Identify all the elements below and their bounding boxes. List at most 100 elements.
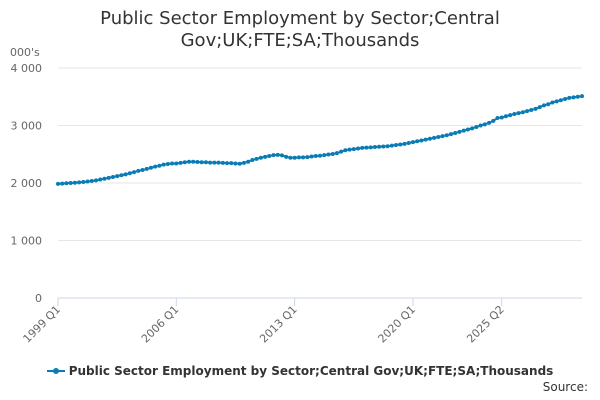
data-point[interactable] [558,98,563,103]
data-point[interactable] [279,153,284,158]
data-point[interactable] [343,148,348,153]
data-point[interactable] [478,123,483,128]
data-point[interactable] [110,174,115,179]
data-point[interactable] [546,102,551,107]
data-point[interactable] [106,175,111,180]
data-point[interactable] [94,178,99,183]
data-point[interactable] [292,155,297,160]
data-point[interactable] [174,161,179,166]
data-point[interactable] [525,109,530,114]
data-point[interactable] [85,179,90,184]
data-point[interactable] [427,136,432,141]
data-point[interactable] [271,153,276,158]
data-point[interactable] [432,135,437,140]
data-point[interactable] [102,176,107,181]
data-point[interactable] [419,138,424,143]
data-point[interactable] [182,160,187,165]
data-point[interactable] [440,134,445,139]
data-point[interactable] [216,160,221,165]
data-point[interactable] [516,111,521,116]
data-point[interactable] [533,106,538,111]
data-point[interactable] [567,95,572,100]
data-point[interactable] [402,141,407,146]
data-point[interactable] [191,159,196,164]
data-point[interactable] [461,128,466,133]
data-point[interactable] [339,149,344,154]
data-point[interactable] [318,153,322,158]
data-point[interactable] [267,153,272,158]
data-point[interactable] [148,165,153,170]
data-point[interactable] [529,107,534,112]
data-point[interactable] [119,173,124,178]
data-point[interactable] [132,170,137,175]
data-point[interactable] [351,147,356,152]
data-point[interactable] [457,129,462,134]
data-point[interactable] [140,168,145,173]
data-point[interactable] [465,127,470,132]
data-point[interactable] [381,144,386,149]
data-point[interactable] [246,159,251,164]
data-point[interactable] [334,151,339,156]
data-point[interactable] [503,114,508,119]
data-point[interactable] [241,160,246,165]
data-point[interactable] [263,154,268,159]
legend[interactable]: Public Sector Employment by Sector;Centr… [0,364,600,379]
data-point[interactable] [575,94,580,99]
data-point[interactable] [372,145,377,150]
data-point[interactable] [123,172,128,177]
data-point[interactable] [81,179,86,184]
data-point[interactable] [563,97,568,102]
data-point[interactable] [165,162,170,167]
data-point[interactable] [313,153,318,158]
data-point[interactable] [250,158,255,162]
data-point[interactable] [115,174,120,179]
data-point[interactable] [60,181,65,186]
data-point[interactable] [187,159,191,164]
data-point[interactable] [64,181,69,186]
data-point[interactable] [98,177,103,182]
data-point[interactable] [208,160,213,165]
data-point[interactable] [326,152,331,157]
data-point[interactable] [449,132,453,137]
data-point[interactable] [415,139,420,144]
data-point[interactable] [398,142,403,147]
data-point[interactable] [56,181,60,186]
data-point[interactable] [77,180,82,185]
data-point[interactable] [72,180,77,185]
data-point[interactable] [127,171,132,176]
data-point[interactable] [136,168,141,173]
data-point[interactable] [330,151,335,156]
data-point[interactable] [199,160,204,165]
data-point[interactable] [470,126,475,131]
data-point[interactable] [389,143,394,148]
data-point[interactable] [288,155,293,160]
data-point[interactable] [368,145,373,150]
data-point[interactable] [233,161,238,166]
data-point[interactable] [170,161,175,166]
data-point[interactable] [347,147,352,152]
data-point[interactable] [309,154,314,159]
data-point[interactable] [275,152,280,157]
data-point[interactable] [453,130,458,135]
data-point[interactable] [541,103,546,108]
data-point[interactable] [580,94,584,99]
data-point[interactable] [89,178,94,183]
data-point[interactable] [356,146,361,151]
data-point[interactable] [203,160,208,165]
data-point[interactable] [364,145,369,150]
data-point[interactable] [153,164,158,169]
data-point[interactable] [436,135,441,139]
data-point[interactable] [225,161,230,166]
data-point[interactable] [520,110,525,115]
data-point[interactable] [406,141,411,146]
data-point[interactable] [254,156,259,161]
data-point[interactable] [554,99,559,104]
data-point[interactable] [571,95,576,100]
data-point[interactable] [550,100,555,105]
data-point[interactable] [360,145,365,150]
data-point[interactable] [512,112,517,116]
data-point[interactable] [377,144,382,149]
data-point[interactable] [495,116,500,121]
data-point[interactable] [144,166,149,171]
data-point[interactable] [220,160,225,165]
